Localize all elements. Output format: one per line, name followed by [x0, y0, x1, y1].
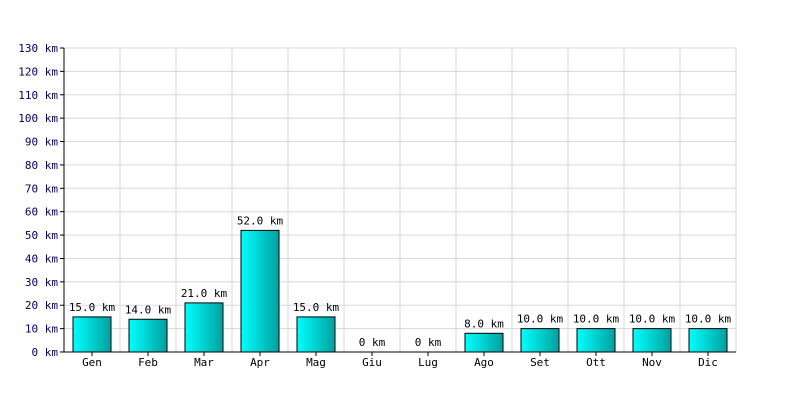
x-tick-label: Ott	[586, 356, 606, 369]
bar	[632, 328, 672, 353]
x-tick-label: Mag	[306, 356, 326, 369]
bar	[184, 302, 224, 353]
bar	[464, 332, 504, 353]
bar-value-label: 0 km	[359, 336, 386, 349]
y-tick-label: 20 km	[25, 299, 58, 312]
y-tick-label: 40 km	[25, 252, 58, 265]
y-tick-label: 0 km	[32, 346, 59, 359]
x-tick-label: Ago	[474, 356, 494, 369]
x-tick-label: Nov	[642, 356, 662, 369]
bar-value-label: 10.0 km	[517, 313, 564, 326]
y-tick-label: 10 km	[25, 323, 58, 336]
x-tick-label: Gen	[82, 356, 102, 369]
bar-value-label: 8.0 km	[464, 317, 504, 330]
x-tick-label: Set	[530, 356, 550, 369]
x-tick-label: Dic	[698, 356, 718, 369]
bar	[128, 318, 168, 353]
y-tick-label: 50 km	[25, 229, 58, 242]
y-tick-label: 120 km	[18, 65, 58, 78]
y-tick-label: 80 km	[25, 159, 58, 172]
bar-value-label: 15.0 km	[293, 301, 340, 314]
x-tick-label: Apr	[250, 356, 270, 369]
bars-layer	[72, 229, 728, 353]
y-tick-label: 30 km	[25, 276, 58, 289]
labels-layer: 0 km 10 km 20 km 30 km 40 km 50 km 60 km 70 km 8…	[18, 42, 731, 369]
axis-layer	[60, 47, 736, 356]
y-tick-label: 100 km	[18, 112, 58, 125]
grid-layer	[64, 47, 737, 352]
bar	[576, 328, 616, 353]
bar	[240, 229, 280, 353]
y-tick-label: 110 km	[18, 89, 58, 102]
bar-value-label: 14.0 km	[125, 303, 172, 316]
y-tick-label: 130 km	[18, 42, 58, 55]
bar-value-label: 0 km	[415, 336, 442, 349]
y-tick-label: 70 km	[25, 182, 58, 195]
bar-value-label: 10.0 km	[685, 313, 732, 326]
bar-value-label: 15.0 km	[69, 301, 116, 314]
x-tick-label: Feb	[138, 356, 158, 369]
bar-value-label: 10.0 km	[573, 313, 620, 326]
x-tick-label: Lug	[418, 356, 438, 369]
bar	[296, 316, 336, 353]
bar-value-label: 21.0 km	[181, 287, 228, 300]
y-tick-label: 90 km	[25, 136, 58, 149]
bar	[72, 316, 112, 353]
x-tick-label: Giu	[362, 356, 382, 369]
y-tick-label: 60 km	[25, 206, 58, 219]
bar	[520, 328, 560, 353]
x-tick-label: Mar	[194, 356, 214, 369]
bar-value-label: 10.0 km	[629, 313, 676, 326]
bar-value-label: 52.0 km	[237, 214, 284, 227]
bar	[688, 328, 728, 353]
